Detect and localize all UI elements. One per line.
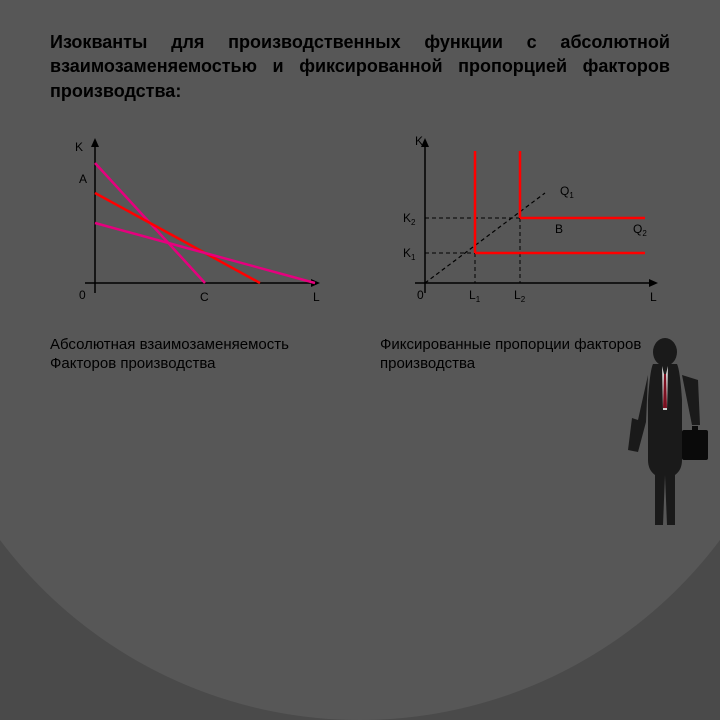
l2-label: L2 bbox=[514, 288, 526, 304]
isoquant-3 bbox=[95, 223, 315, 283]
left-caption: Абсолютная взаимозаменяемость Факторов п… bbox=[50, 335, 340, 374]
slide-content: Изокванты для производственных функции с… bbox=[0, 0, 720, 404]
isoquant-2 bbox=[95, 193, 260, 283]
x-axis-label: L bbox=[650, 290, 657, 304]
point-c-label: C bbox=[200, 290, 209, 304]
point-a-label: A bbox=[79, 172, 87, 186]
charts-row: K L 0 A C Абсолютная взаимозаменяемость … bbox=[50, 133, 670, 374]
left-chart-block: K L 0 A C Абсолютная взаимозаменяемость … bbox=[50, 133, 340, 374]
k1-label: K1 bbox=[403, 246, 416, 262]
x-axis-label: L bbox=[313, 290, 320, 304]
b-label: B bbox=[555, 222, 563, 236]
left-chart: K L 0 A C bbox=[65, 133, 325, 323]
y-axis-label: K bbox=[415, 134, 423, 148]
l1-label: L1 bbox=[469, 288, 481, 304]
origin-label: 0 bbox=[79, 288, 86, 302]
y-axis-label: K bbox=[75, 140, 83, 154]
right-chart: K L 0 K1 K2 L1 L2 Q1 Q2 B bbox=[385, 133, 665, 323]
k2-label: K2 bbox=[403, 211, 416, 227]
businessman-figure bbox=[620, 330, 710, 530]
q1-label: Q1 bbox=[560, 184, 574, 200]
q2-label: Q2 bbox=[633, 222, 647, 238]
slide-title: Изокванты для производственных функции с… bbox=[50, 30, 670, 103]
origin-label: 0 bbox=[417, 288, 424, 302]
ray-line bbox=[425, 193, 545, 283]
